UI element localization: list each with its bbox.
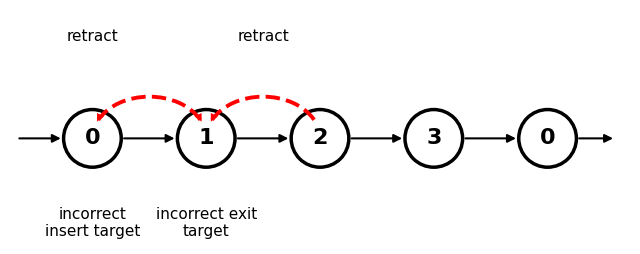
Text: incorrect
insert target: incorrect insert target <box>45 207 140 239</box>
Text: 2: 2 <box>312 128 328 148</box>
Circle shape <box>405 109 463 167</box>
Text: incorrect exit
target: incorrect exit target <box>156 207 257 239</box>
Circle shape <box>177 109 235 167</box>
Text: 0: 0 <box>84 128 100 148</box>
Circle shape <box>519 109 577 167</box>
Text: retract: retract <box>67 28 118 43</box>
Circle shape <box>291 109 349 167</box>
Text: 0: 0 <box>540 128 556 148</box>
Text: retract: retract <box>237 28 289 43</box>
Circle shape <box>63 109 121 167</box>
Text: 3: 3 <box>426 128 442 148</box>
Text: 1: 1 <box>198 128 214 148</box>
